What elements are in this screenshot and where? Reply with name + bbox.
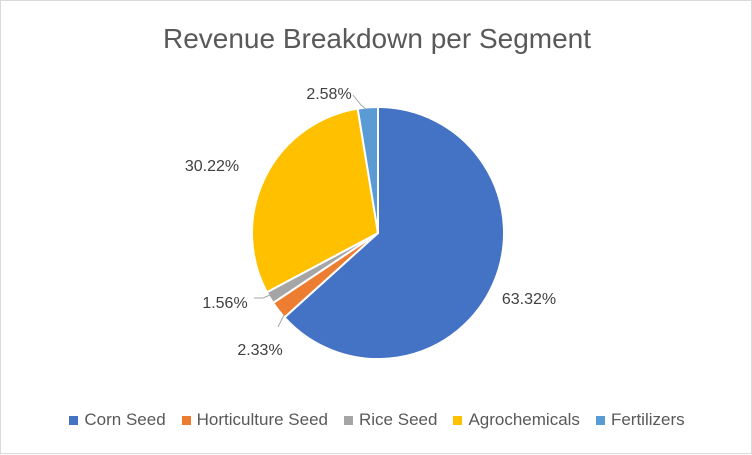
pie-slices	[251, 105, 505, 360]
data-label: 30.22%	[185, 158, 239, 175]
pie-slice-corn-seed	[283, 105, 505, 360]
data-label: 2.33%	[237, 342, 282, 359]
legend-item: Fertilizers	[595, 410, 685, 430]
legend-swatch	[453, 415, 463, 425]
leader-line	[254, 294, 271, 299]
data-label: 1.56%	[202, 295, 247, 312]
legend-item: Corn Seed	[69, 410, 166, 430]
legend-label: Agrochemicals	[468, 410, 580, 429]
legend-item: Rice Seed	[344, 410, 437, 430]
legend-label: Horticulture Seed	[196, 410, 328, 429]
legend-label: Rice Seed	[359, 410, 438, 429]
chart-title: Revenue Breakdown per Segment	[162, 23, 592, 54]
legend-label: Corn Seed	[84, 410, 166, 429]
legend-swatch	[344, 415, 353, 425]
legend-swatch	[69, 415, 79, 425]
legend-item: Agrochemicals	[453, 410, 580, 430]
legend-swatch	[181, 415, 191, 425]
legend: Corn Seed Horticulture Seed Rice Seed Agroc…	[1, 410, 752, 430]
legend-item: Horticulture Seed	[181, 410, 328, 430]
leader-line	[277, 314, 285, 328]
pie-slice-agrochemicals	[251, 107, 380, 294]
pie-slice-fertilizers	[356, 105, 379, 234]
data-labels: 63.32% 2.33% 1.56% 30.22% 2.58%	[185, 86, 556, 359]
leader-lines	[254, 94, 367, 328]
legend-swatch	[595, 415, 605, 425]
data-label: 63.32%	[502, 291, 556, 308]
legend-label: Fertilizers	[610, 410, 685, 429]
leader-line	[352, 94, 367, 110]
data-label: 2.58%	[306, 86, 351, 103]
